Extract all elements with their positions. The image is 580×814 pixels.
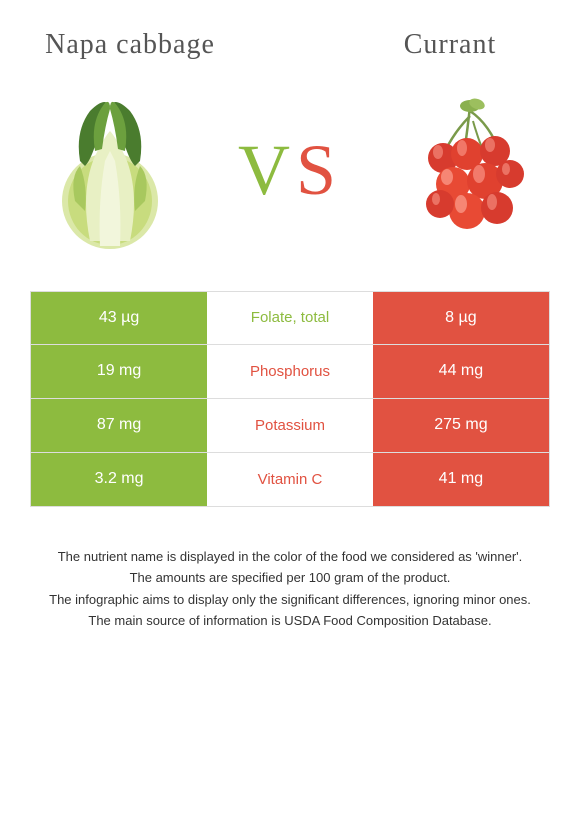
value-left: 3.2 mg [31, 453, 207, 506]
value-left: 19 mg [31, 345, 207, 398]
nutrient-name: Potassium [207, 399, 373, 452]
footer-line: The nutrient name is displayed in the co… [40, 547, 540, 567]
footer-line: The infographic aims to display only the… [40, 590, 540, 610]
nutrient-name: Vitamin C [207, 453, 373, 506]
table-row: 87 mgPotassium275 mg [31, 399, 549, 453]
vs-s: S [296, 130, 342, 210]
value-right: 8 µg [373, 292, 549, 344]
table-row: 3.2 mgVitamin C41 mg [31, 453, 549, 507]
table-row: 19 mgPhosphorus44 mg [31, 345, 549, 399]
nutrient-name: Phosphorus [207, 345, 373, 398]
nutrient-table: 43 µgFolate, total8 µg19 mgPhosphorus44 … [30, 291, 550, 507]
vs-v: V [238, 130, 296, 210]
value-left: 87 mg [31, 399, 207, 452]
table-row: 43 µgFolate, total8 µg [31, 291, 549, 345]
footer-line: The amounts are specified per 100 gram o… [40, 568, 540, 588]
footer-line: The main source of information is USDA F… [40, 611, 540, 631]
nutrient-name: Folate, total [207, 292, 373, 344]
food-title-right: Currant [350, 30, 550, 61]
value-right: 41 mg [373, 453, 549, 506]
currant-icon [390, 91, 550, 251]
food-title-left: Napa cabbage [30, 30, 230, 61]
value-right: 44 mg [373, 345, 549, 398]
value-left: 43 µg [31, 292, 207, 344]
header-row: Napa cabbage Currant [30, 30, 550, 61]
images-row: VS [30, 81, 550, 261]
infographic-container: Napa cabbage Currant VS [0, 0, 580, 814]
footer-notes: The nutrient name is displayed in the co… [30, 547, 550, 633]
value-right: 275 mg [373, 399, 549, 452]
vs-label: VS [238, 129, 342, 212]
cabbage-icon [30, 91, 190, 251]
